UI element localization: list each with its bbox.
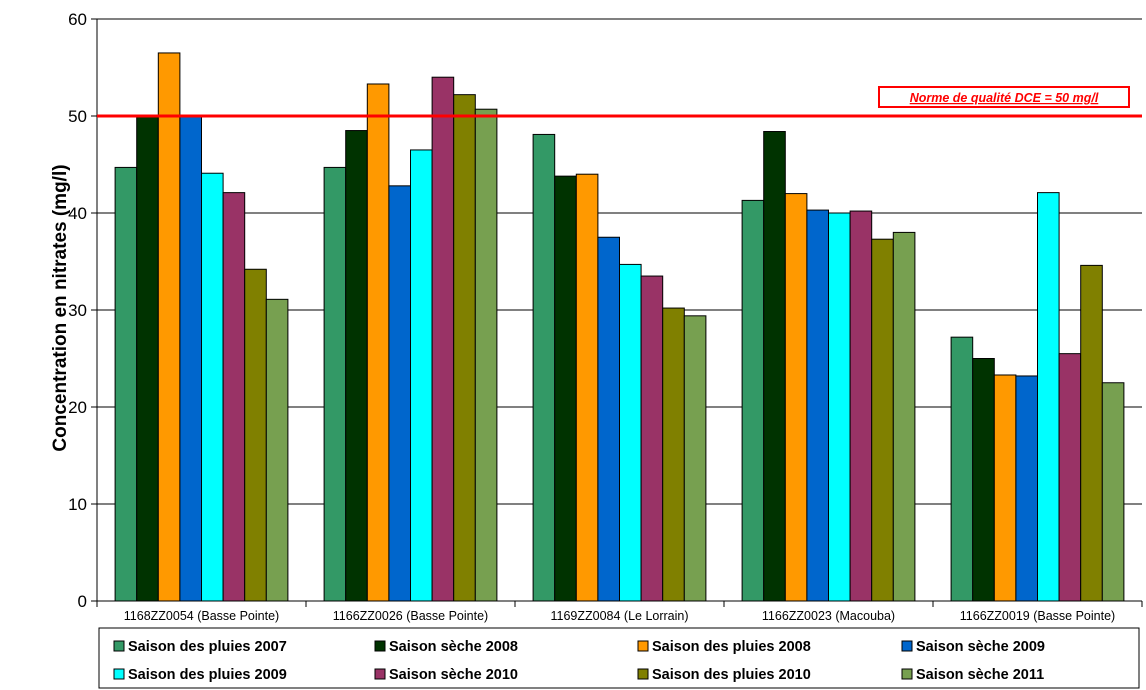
bar: [892, 231, 916, 602]
bar: [763, 131, 786, 602]
x-category-label: 1166ZZ0019 (Basse Pointe): [960, 609, 1115, 623]
y-tick-label: 10: [68, 495, 87, 514]
bar: [828, 212, 851, 602]
bar: [784, 193, 808, 602]
legend-swatch: [113, 668, 125, 680]
bar: [244, 268, 267, 602]
legend-swatch: [901, 668, 913, 680]
bar: [871, 238, 894, 602]
bars: [114, 52, 1125, 602]
bar: [741, 199, 765, 602]
legend-swatch: [901, 640, 913, 652]
bar: [532, 133, 556, 602]
bar: [1080, 264, 1103, 602]
legend-swatch: [374, 640, 386, 652]
bar: [201, 172, 224, 602]
bar: [1037, 192, 1060, 602]
x-category-labels: 1168ZZ0054 (Basse Pointe) 1166ZZ0026 (Bas…: [124, 609, 1115, 623]
bar: [640, 275, 664, 602]
bar: [345, 130, 368, 602]
legend-label: Saison des pluies 2008: [652, 639, 811, 655]
legend-box: [98, 627, 1140, 689]
legend-swatch: [113, 640, 125, 652]
y-tick-labels: 0 10 20 30 40 50 60: [68, 10, 87, 611]
x-category-label: 1166ZZ0026 (Basse Pointe): [333, 609, 488, 623]
bar: [619, 263, 642, 602]
bar: [366, 83, 390, 602]
reference-line-group: Norme de qualité DCE = 50 mg/l: [97, 86, 1142, 118]
y-tick-label: 60: [68, 10, 87, 29]
bar: [1101, 382, 1125, 602]
x-category-label: 1168ZZ0054 (Basse Pointe): [124, 609, 279, 623]
x-category-label: 1169ZZ0084 (Le Lorrain): [550, 609, 688, 623]
bar: [597, 236, 621, 602]
reference-label: Norme de qualité DCE = 50 mg/l: [910, 91, 1099, 105]
bar: [950, 336, 974, 602]
legend-label: Saison des pluies 2009: [128, 667, 287, 683]
bar: [323, 166, 347, 602]
y-tick-label: 30: [68, 301, 87, 320]
y-axis-title: Concentration en nitrates (mg/l): [50, 164, 71, 451]
bar: [683, 315, 707, 602]
bar: [1015, 375, 1039, 602]
y-tick-label: 20: [68, 398, 87, 417]
bar: [265, 298, 289, 602]
bar: [179, 116, 202, 602]
bar: [136, 115, 159, 602]
bar: [114, 166, 138, 602]
bar: [431, 76, 455, 602]
legend-swatch: [637, 640, 649, 652]
bar: [575, 173, 599, 602]
bar: [972, 358, 995, 602]
bar: [1058, 353, 1082, 602]
y-tick-label: 0: [78, 592, 87, 611]
legend-label: Saison sèche 2010: [389, 667, 518, 683]
bar: [554, 175, 577, 602]
legend-label: Saison des pluies 2007: [128, 639, 287, 655]
bar: [849, 210, 873, 602]
bar: [662, 307, 685, 602]
bar: [157, 52, 181, 602]
legend: Saison des pluies 2007 Saison sèche 2008 S…: [98, 627, 1140, 689]
y-tick-label: 40: [68, 204, 87, 223]
reference-label-box: [878, 86, 1130, 108]
legend-swatch: [374, 668, 386, 680]
legend-label: Saison sèche 2011: [916, 667, 1044, 683]
bar: [410, 149, 433, 602]
legend-swatch: [637, 668, 649, 680]
legend-label: Saison des pluies 2010: [652, 667, 811, 683]
legend-label: Saison sèche 2008: [389, 639, 518, 655]
bar: [993, 374, 1017, 602]
bar: [453, 94, 476, 602]
legend-label: Saison sèche 2009: [916, 639, 1045, 655]
bar: [388, 185, 411, 602]
y-tick-label: 50: [68, 107, 87, 126]
bar: [806, 209, 830, 602]
bar: [222, 192, 246, 602]
bar: [474, 108, 498, 602]
x-category-label: 1166ZZ0023 (Macouba): [762, 609, 895, 623]
